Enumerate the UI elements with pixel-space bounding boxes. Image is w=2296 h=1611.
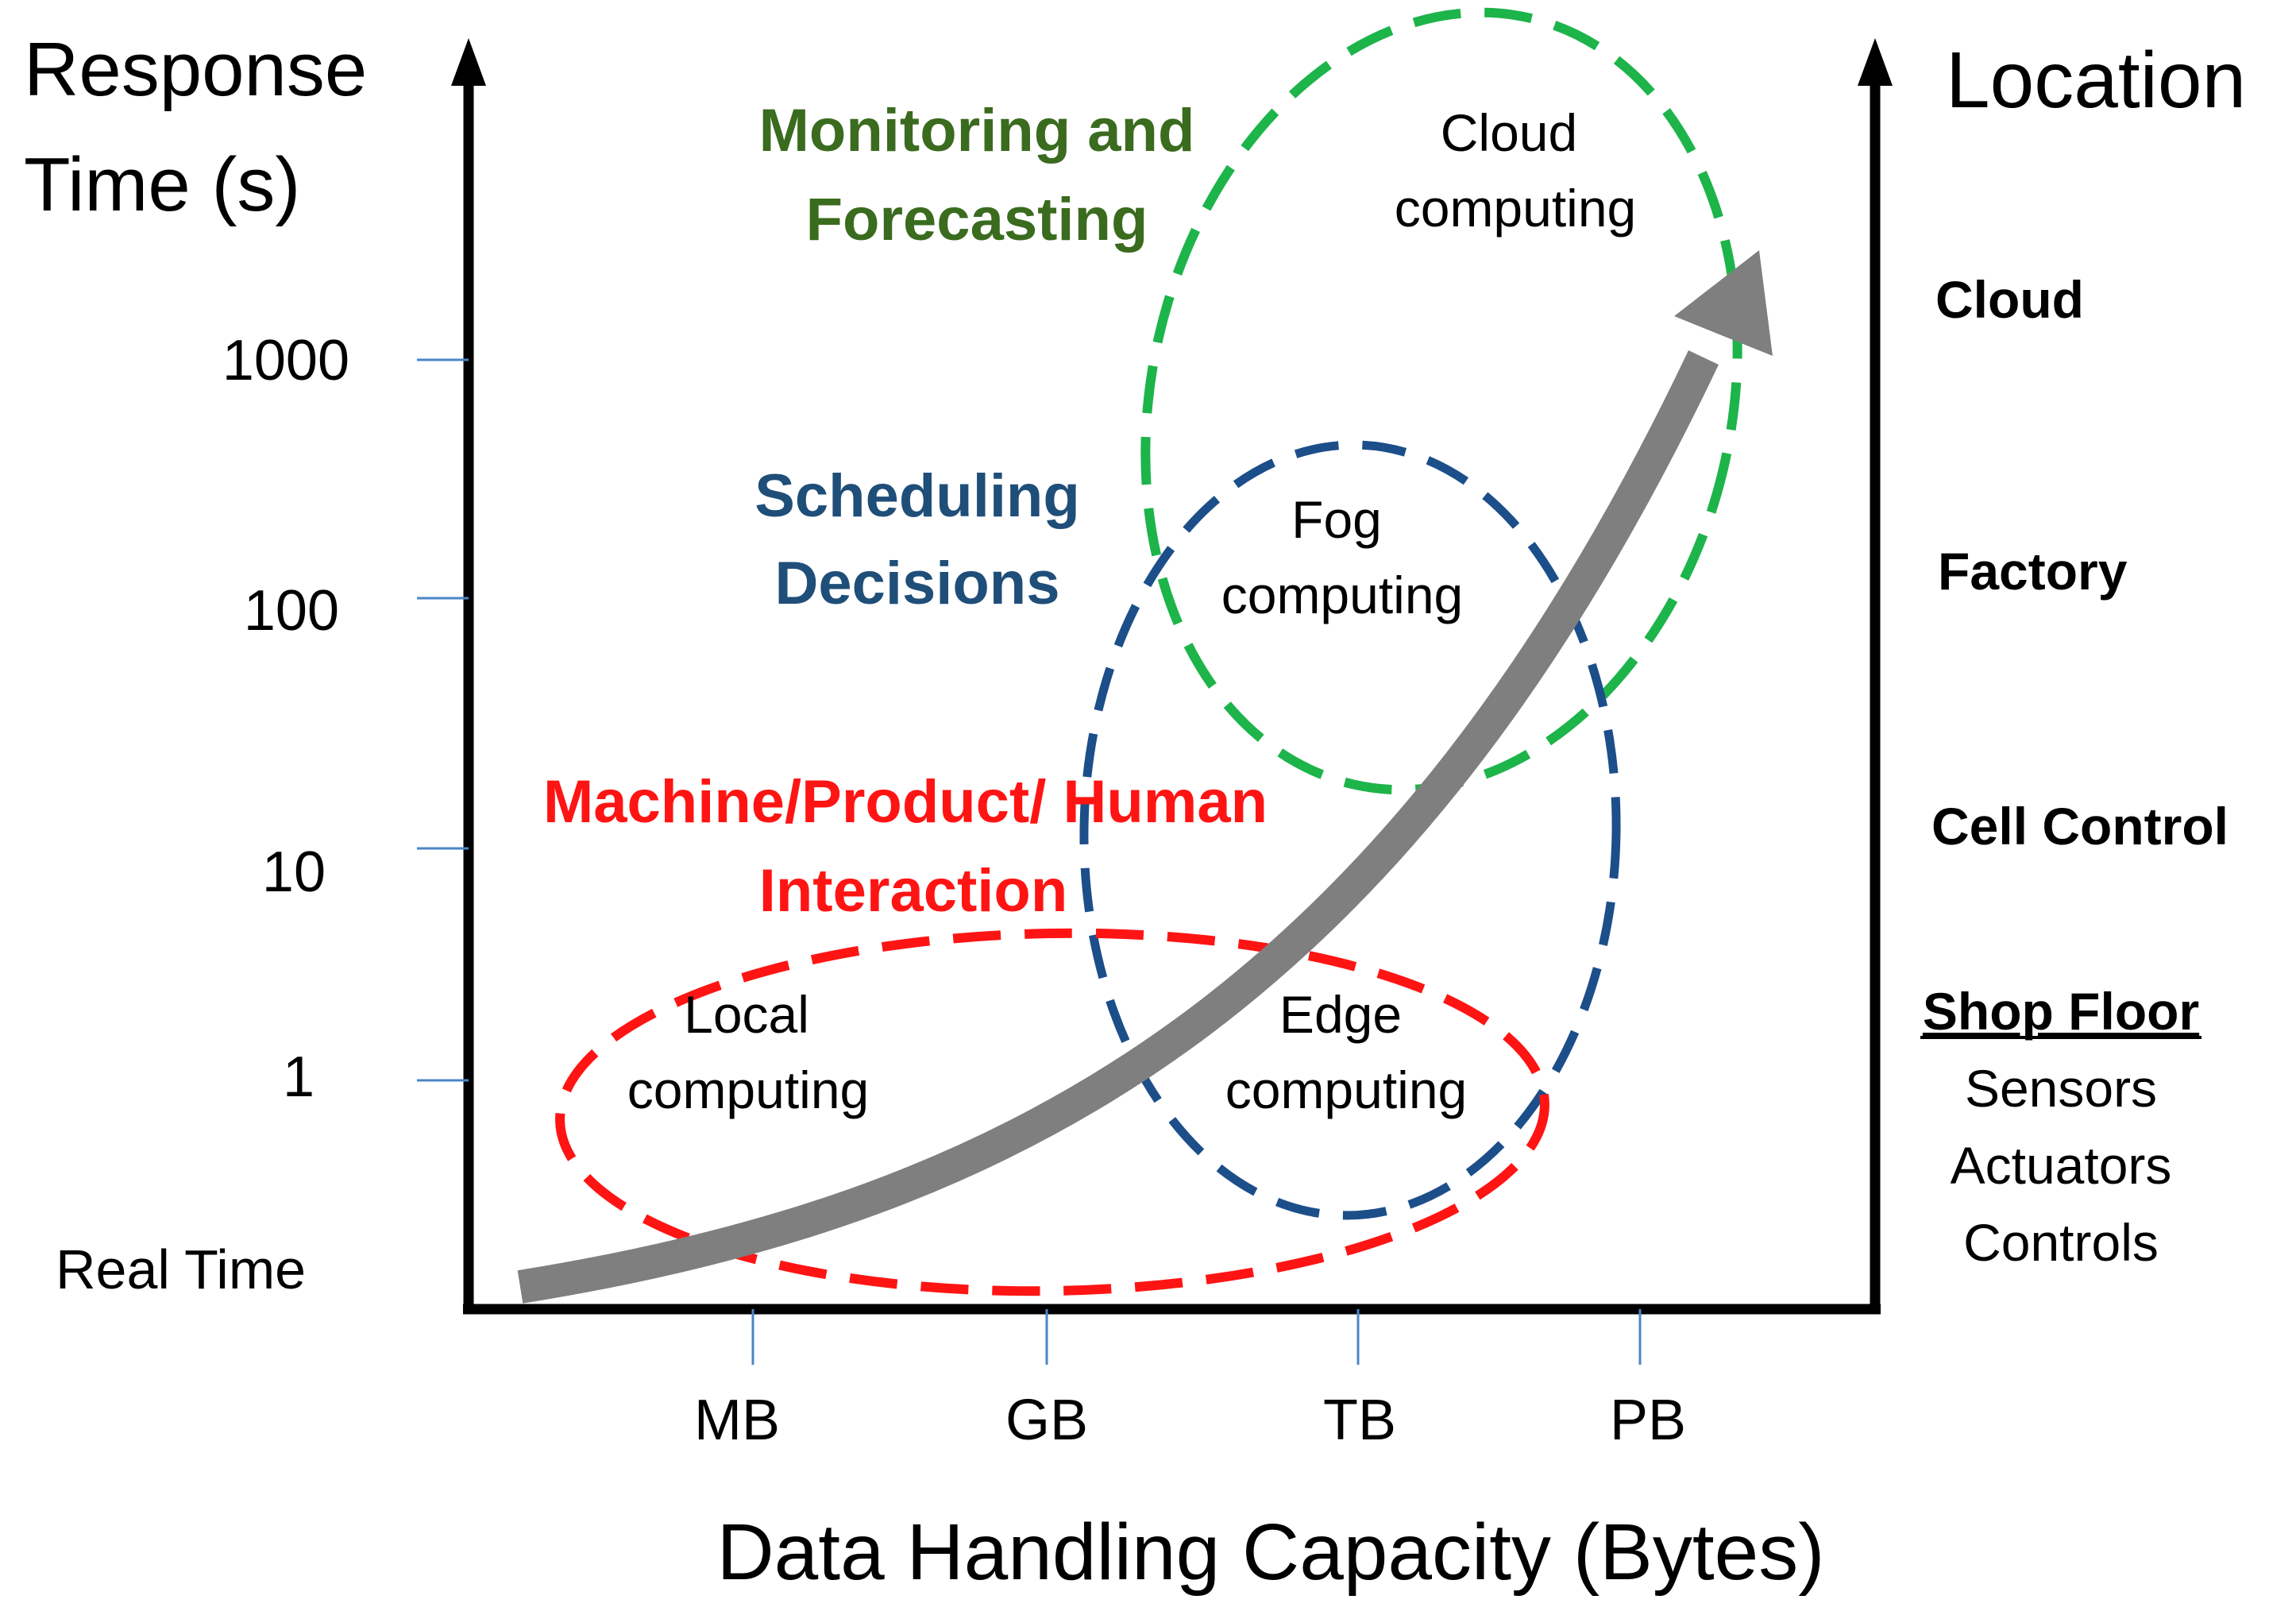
interaction-label-line2: Interaction bbox=[759, 857, 1068, 925]
edge-zone-ellipse bbox=[555, 928, 1549, 1296]
scheduling-label-line2: Decisions bbox=[774, 550, 1059, 617]
y-tick-label-100: 100 bbox=[244, 579, 339, 643]
fog-zone-label-line2: computing bbox=[1221, 566, 1464, 624]
location-shop-floor: Shop Floor bbox=[1923, 982, 2199, 1041]
growth-arrow bbox=[517, 350, 1719, 1304]
interaction-label-line1: Machine/Product/ Human bbox=[543, 768, 1268, 836]
cloud-zone-label-line2: computing bbox=[1395, 179, 1637, 238]
edge-zone-label-line2: computing bbox=[1225, 1060, 1468, 1119]
x-tick-label-tb: TB bbox=[1323, 1389, 1396, 1452]
y-tick-label-1000: 1000 bbox=[222, 329, 349, 392]
real-time-label: Real Time bbox=[56, 1238, 306, 1300]
x-tick-label-gb: GB bbox=[1005, 1389, 1088, 1452]
location-controls: Controls bbox=[1963, 1213, 2159, 1272]
location-sensors: Sensors bbox=[1965, 1059, 2157, 1118]
location-factory: Factory bbox=[1938, 542, 2128, 601]
fog-zone-label-line1: Fog bbox=[1291, 490, 1382, 549]
location-axis-title: Location bbox=[1946, 36, 2246, 125]
location-actuators: Actuators bbox=[1951, 1136, 2172, 1195]
cloud-zone-ellipse bbox=[1140, 7, 1742, 795]
local-zone-label-line1: Local bbox=[684, 985, 809, 1044]
local-zone-label-line2: computing bbox=[627, 1060, 870, 1119]
location-cloud: Cloud bbox=[1935, 270, 2084, 329]
monitoring-label-line2: Forecasting bbox=[806, 186, 1148, 253]
location-cell-control: Cell Control bbox=[1931, 797, 2228, 856]
growth-arrow-head bbox=[1674, 250, 1773, 356]
y-axis-arrowhead bbox=[451, 38, 486, 86]
x-axis-title: Data Handling Capacity (Bytes) bbox=[716, 1508, 1824, 1597]
y-tick-label-1: 1 bbox=[283, 1045, 314, 1109]
y-axis-title-line1: Response bbox=[24, 27, 367, 112]
y-tick-label-10: 10 bbox=[262, 840, 326, 904]
x-tick-label-mb: MB bbox=[694, 1389, 780, 1452]
scheduling-label-line1: Scheduling bbox=[754, 462, 1080, 530]
fog-zone-ellipse bbox=[1079, 440, 1621, 1220]
y-axis-title-line2: Time (s) bbox=[24, 142, 300, 227]
location-axis-arrowhead bbox=[1858, 38, 1893, 86]
monitoring-label-line1: Monitoring and bbox=[759, 97, 1195, 164]
x-tick-label-pb: PB bbox=[1610, 1389, 1686, 1452]
edge-zone-label-line1: Edge bbox=[1279, 985, 1402, 1044]
cloud-zone-label-line1: Cloud bbox=[1441, 103, 1577, 162]
